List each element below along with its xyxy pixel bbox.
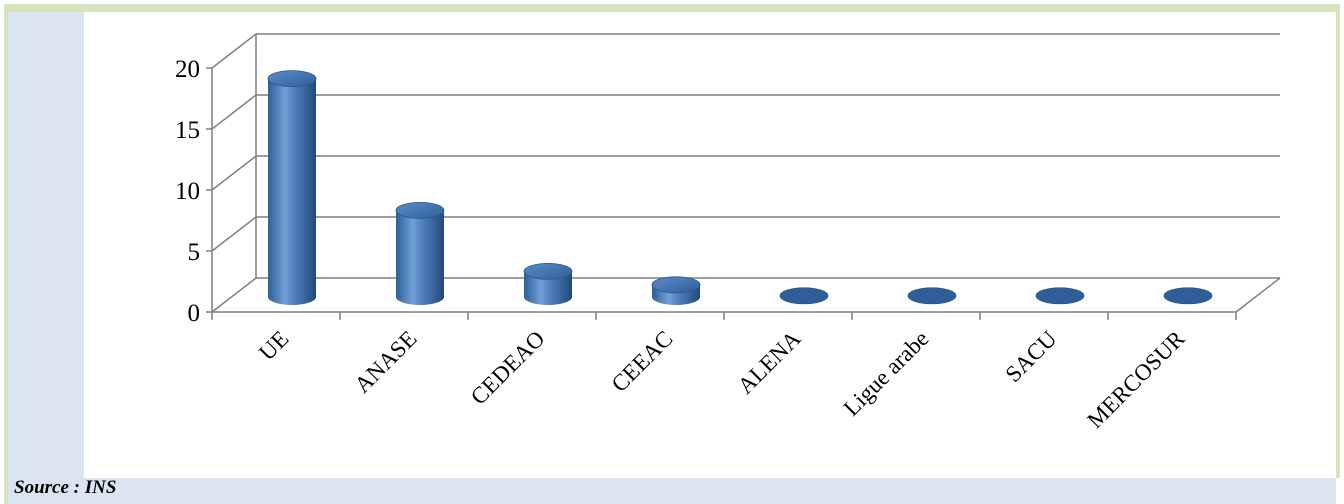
grid-layer — [211, 33, 1280, 313]
bottom-shaded-band — [8, 478, 1336, 504]
bar-body — [268, 78, 316, 306]
bar-cap — [1035, 287, 1085, 305]
gridline-wall — [211, 277, 257, 313]
y-tick-label: 15 — [175, 117, 200, 144]
bar — [395, 201, 445, 305]
x-tick-label: CEEAC — [607, 326, 678, 397]
frame-border-right — [1336, 4, 1340, 478]
y-tick-label: 20 — [175, 56, 200, 83]
x-tick-label: ANASE — [350, 326, 422, 398]
floor-edge — [1235, 277, 1281, 313]
frame-border-left — [4, 4, 8, 504]
x-tick-label: MERCOSUR — [1082, 325, 1190, 433]
y-tick-label: 5 — [188, 239, 201, 266]
bar-cap — [1163, 287, 1213, 305]
frame-border-top — [4, 4, 1340, 12]
x-tick-label: ALENA — [733, 326, 806, 399]
y-tick-label: 0 — [188, 300, 201, 327]
bar-cap — [395, 201, 445, 219]
bar-body — [524, 271, 572, 305]
bar — [1163, 287, 1213, 305]
x-tick-label: UE — [254, 326, 293, 365]
bar — [267, 70, 317, 306]
source-note: Source : INS — [14, 477, 117, 498]
gridline-wall — [211, 33, 257, 69]
y-tick-label: 10 — [175, 178, 200, 205]
bar-cap — [907, 287, 957, 305]
left-shaded-band — [8, 12, 84, 478]
bars-layer — [267, 70, 1213, 306]
gridline-wall — [211, 155, 257, 191]
bar-body — [396, 210, 444, 305]
bar-cap — [779, 287, 829, 305]
x-tick-label: SACU — [1000, 326, 1061, 387]
gridline-wall — [211, 94, 257, 130]
x-tick-label: CEDEAO — [466, 326, 550, 410]
bar — [651, 276, 701, 305]
bar-cap — [267, 70, 317, 88]
axis-layer: 0 5 10 15 20 UE ANASE CEDEAO CEEAC ALENA Ligue ara… — [175, 56, 1281, 433]
bar-cap — [523, 262, 573, 280]
bar — [523, 262, 573, 305]
bar-cap — [651, 276, 701, 294]
bar — [779, 287, 829, 305]
bar — [907, 287, 957, 305]
bar — [1035, 287, 1085, 305]
x-tick-label: Ligue arabe — [839, 326, 934, 421]
gridline-wall — [211, 216, 257, 252]
